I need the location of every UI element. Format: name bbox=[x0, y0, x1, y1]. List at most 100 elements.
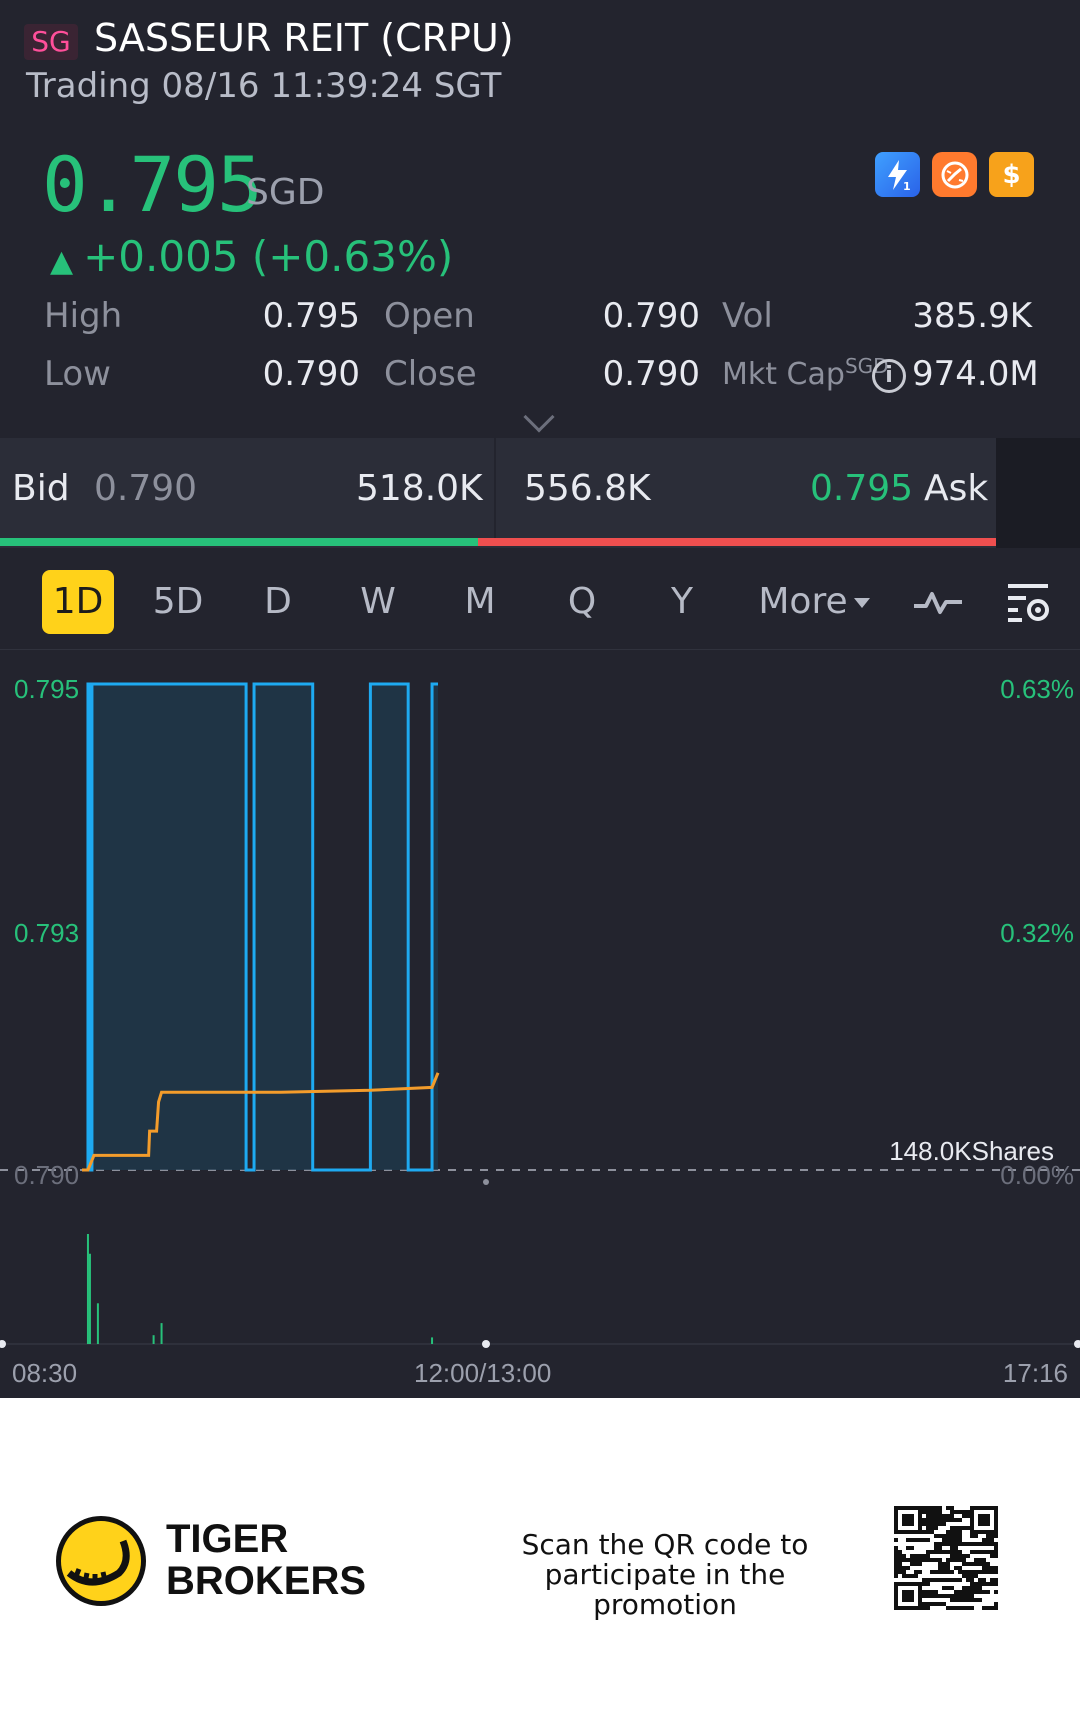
y-tick-left: 0.790 bbox=[14, 1160, 80, 1190]
tiger-logo bbox=[56, 1516, 146, 1606]
qr-module bbox=[938, 1594, 942, 1598]
ask-size: 556.8K bbox=[524, 468, 651, 509]
tab-more-label: More bbox=[758, 581, 848, 622]
qr-module bbox=[934, 1506, 938, 1510]
dial-icon[interactable] bbox=[932, 152, 977, 197]
qr-module bbox=[926, 1550, 930, 1554]
mktcap-number: 974.0M bbox=[912, 354, 1039, 394]
qr-module bbox=[930, 1550, 934, 1554]
dollar-icon[interactable]: $ bbox=[989, 152, 1034, 197]
y-tick-right: 0.32% bbox=[1000, 918, 1074, 948]
qr-module bbox=[954, 1558, 958, 1562]
qr-module bbox=[926, 1606, 930, 1610]
qr-module bbox=[926, 1538, 930, 1542]
price-change: ▲ +0.005 (+0.63%) bbox=[50, 232, 453, 281]
price-change-value: +0.005 (+0.63%) bbox=[83, 232, 454, 281]
lightning-icon[interactable]: 1 bbox=[875, 152, 920, 197]
qr-module bbox=[978, 1542, 982, 1546]
qr-module bbox=[926, 1578, 930, 1582]
qr-module bbox=[914, 1558, 918, 1562]
y-tick-right: 0.63% bbox=[1000, 674, 1074, 704]
qr-module bbox=[954, 1590, 958, 1594]
open-value: 0.790 bbox=[602, 296, 700, 336]
qr-module bbox=[954, 1538, 958, 1542]
qr-module bbox=[946, 1534, 950, 1538]
qr-module bbox=[966, 1514, 970, 1518]
qr-module bbox=[994, 1566, 998, 1570]
qr-finder bbox=[902, 1514, 914, 1526]
qr-module bbox=[922, 1538, 926, 1542]
qr-module bbox=[942, 1566, 946, 1570]
qr-module bbox=[950, 1514, 954, 1518]
qr-module bbox=[962, 1526, 966, 1530]
qr-module bbox=[906, 1574, 910, 1578]
tab-w[interactable]: W bbox=[360, 581, 396, 622]
indicator-icon[interactable] bbox=[910, 570, 966, 634]
qr-module bbox=[978, 1570, 982, 1574]
qr-module bbox=[958, 1526, 962, 1530]
feature-badges: 1 $ bbox=[875, 152, 1034, 197]
qr-module bbox=[894, 1550, 898, 1554]
qr-module bbox=[938, 1578, 942, 1582]
axis-dot bbox=[0, 1340, 6, 1348]
qr-module bbox=[966, 1510, 970, 1514]
qr-module bbox=[962, 1510, 966, 1514]
qr-module bbox=[962, 1542, 966, 1546]
qr-module bbox=[946, 1530, 950, 1534]
qr-module bbox=[970, 1574, 974, 1578]
qr-module bbox=[990, 1578, 994, 1582]
qr-module bbox=[914, 1570, 918, 1574]
qr-module bbox=[910, 1574, 914, 1578]
qr-module bbox=[910, 1546, 914, 1550]
qr-module bbox=[934, 1594, 938, 1598]
qr-module bbox=[978, 1550, 982, 1554]
price-currency: SGD bbox=[246, 172, 325, 213]
qr-module bbox=[990, 1606, 994, 1610]
qr-module bbox=[938, 1518, 942, 1522]
qr-module bbox=[966, 1594, 970, 1598]
qr-module bbox=[982, 1566, 986, 1570]
qr-module bbox=[982, 1558, 986, 1562]
qr-module bbox=[974, 1534, 978, 1538]
qr-module bbox=[938, 1510, 942, 1514]
qr-module bbox=[966, 1542, 970, 1546]
qr-module bbox=[898, 1562, 902, 1566]
tab-5d[interactable]: 5D bbox=[152, 581, 204, 622]
qr-module bbox=[958, 1570, 962, 1574]
qr-module bbox=[930, 1530, 934, 1534]
bid-size: 518.0K bbox=[356, 468, 483, 509]
qr-module bbox=[954, 1598, 958, 1602]
tab-y[interactable]: Y bbox=[671, 581, 693, 622]
qr-module bbox=[922, 1530, 926, 1534]
tab-1d[interactable]: 1D bbox=[42, 570, 114, 634]
qr-module bbox=[978, 1582, 982, 1586]
qr-module bbox=[986, 1534, 990, 1538]
qr-module bbox=[922, 1582, 926, 1586]
intraday-chart[interactable]: 0.795 0.793 0.790 0.63% 0.32% 0.00% 148.… bbox=[0, 650, 1080, 1398]
open-label: Open bbox=[384, 296, 475, 336]
tab-q[interactable]: Q bbox=[567, 581, 597, 622]
mktcap-label-text: Mkt Cap bbox=[722, 357, 845, 392]
qr-module bbox=[942, 1538, 946, 1542]
tab-m[interactable]: M bbox=[464, 581, 496, 622]
info-icon[interactable]: i bbox=[872, 358, 906, 393]
qr-code[interactable] bbox=[894, 1506, 998, 1610]
qr-module bbox=[994, 1542, 998, 1546]
tab-d[interactable]: D bbox=[264, 581, 292, 622]
qr-module bbox=[994, 1534, 998, 1538]
qr-module bbox=[922, 1590, 926, 1594]
qr-module bbox=[994, 1602, 998, 1606]
promo-text: Scan the QR code to participate in the p… bbox=[521, 1528, 809, 1621]
qr-module bbox=[970, 1586, 974, 1590]
vol-label: Vol bbox=[722, 296, 773, 336]
tab-more[interactable]: More bbox=[754, 570, 874, 634]
trading-status: Trading 08/16 11:39:24 SGT bbox=[26, 66, 502, 106]
chart-settings-icon[interactable] bbox=[1000, 570, 1056, 634]
qr-module bbox=[974, 1570, 978, 1574]
bid-ratio-bar bbox=[0, 538, 478, 546]
qr-module bbox=[938, 1522, 942, 1526]
qr-module bbox=[958, 1538, 962, 1542]
qr-module bbox=[930, 1558, 934, 1562]
qr-module bbox=[946, 1586, 950, 1590]
qr-module bbox=[986, 1538, 990, 1542]
